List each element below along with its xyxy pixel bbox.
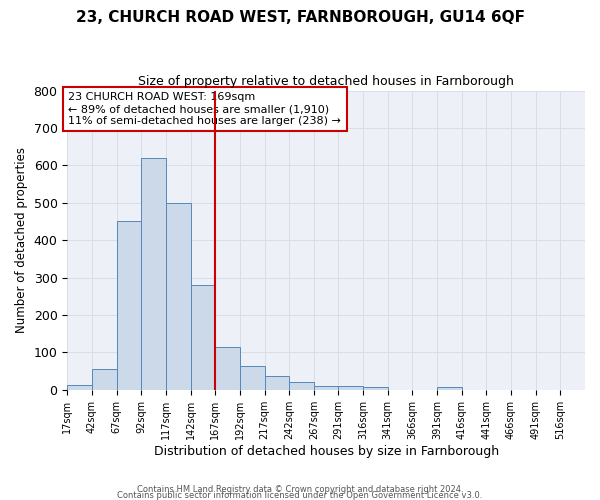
- Bar: [166, 203, 191, 390]
- X-axis label: Distribution of detached houses by size in Farnborough: Distribution of detached houses by size …: [154, 444, 499, 458]
- Bar: [289, 382, 314, 390]
- Bar: [437, 387, 462, 390]
- Bar: [314, 386, 338, 390]
- Bar: [265, 376, 289, 390]
- Bar: [338, 386, 363, 390]
- Y-axis label: Number of detached properties: Number of detached properties: [15, 147, 28, 333]
- Bar: [116, 222, 141, 390]
- Text: Contains public sector information licensed under the Open Government Licence v3: Contains public sector information licen…: [118, 490, 482, 500]
- Bar: [191, 285, 215, 390]
- Bar: [363, 387, 388, 390]
- Bar: [67, 386, 92, 390]
- Text: 23 CHURCH ROAD WEST: 169sqm
← 89% of detached houses are smaller (1,910)
11% of : 23 CHURCH ROAD WEST: 169sqm ← 89% of det…: [68, 92, 341, 126]
- Title: Size of property relative to detached houses in Farnborough: Size of property relative to detached ho…: [138, 75, 514, 88]
- Bar: [92, 368, 116, 390]
- Bar: [240, 366, 265, 390]
- Bar: [141, 158, 166, 390]
- Text: 23, CHURCH ROAD WEST, FARNBOROUGH, GU14 6QF: 23, CHURCH ROAD WEST, FARNBOROUGH, GU14 …: [76, 10, 524, 25]
- Bar: [215, 347, 240, 390]
- Text: Contains HM Land Registry data © Crown copyright and database right 2024.: Contains HM Land Registry data © Crown c…: [137, 484, 463, 494]
